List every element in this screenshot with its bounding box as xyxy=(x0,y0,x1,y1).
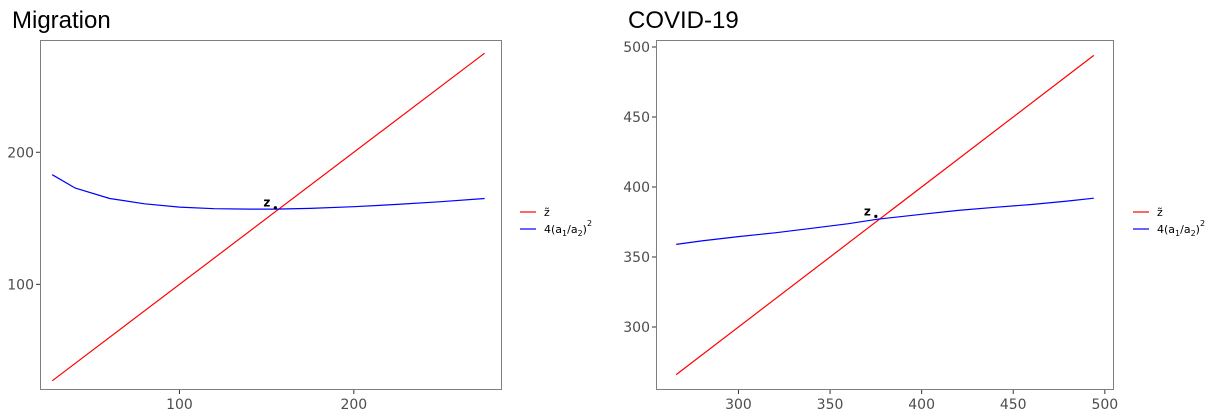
series-line-ratio xyxy=(51,174,485,210)
chart-title: COVID-19 xyxy=(628,7,739,34)
x-tick-label: 300 xyxy=(725,397,752,413)
series-line-z-tilde xyxy=(675,54,1095,376)
annotation-label: z xyxy=(864,204,871,218)
chart-panel-1: COVID-19 300 350 400 450 500 300 350 400 450 500 z z… xyxy=(623,7,1205,413)
chart-panel-0: Migration 100 200 100 200 z z̃4(a1/a2)2 xyxy=(7,7,592,413)
legend-label-ratio: 4(a1/a2)2 xyxy=(544,219,592,238)
annotation-point xyxy=(273,206,277,210)
legend-label-z-tilde: z̃ xyxy=(1157,206,1163,219)
plot-border xyxy=(40,40,502,390)
chart-title: Migration xyxy=(12,7,111,34)
y-tick-label: 350 xyxy=(623,250,650,266)
x-tick-label: 100 xyxy=(166,397,193,413)
legend-label-z-tilde: z̃ xyxy=(544,206,550,219)
x-tick-label: 400 xyxy=(908,397,935,413)
legend-label-ratio: 4(a1/a2)2 xyxy=(1157,219,1205,238)
series-line-ratio xyxy=(676,197,1094,245)
x-tick-label: 200 xyxy=(340,397,367,413)
y-tick-label: 450 xyxy=(623,110,650,126)
legend: z̃4(a1/a2)2 xyxy=(1133,206,1205,238)
x-tick-label: 450 xyxy=(1000,397,1027,413)
x-tick-label: 350 xyxy=(817,397,844,413)
plot-border xyxy=(656,40,1114,390)
y-tick-label: 400 xyxy=(623,180,650,196)
y-tick-label: 200 xyxy=(7,145,34,161)
y-tick-label: 300 xyxy=(623,320,650,336)
series-line-z-tilde xyxy=(51,52,485,382)
legend: z̃4(a1/a2)2 xyxy=(520,206,592,238)
y-tick-label: 100 xyxy=(7,277,34,293)
annotation-point xyxy=(874,214,878,218)
y-tick-label: 500 xyxy=(623,40,650,56)
x-tick-label: 500 xyxy=(1091,397,1118,413)
annotation-label: z xyxy=(263,196,270,210)
